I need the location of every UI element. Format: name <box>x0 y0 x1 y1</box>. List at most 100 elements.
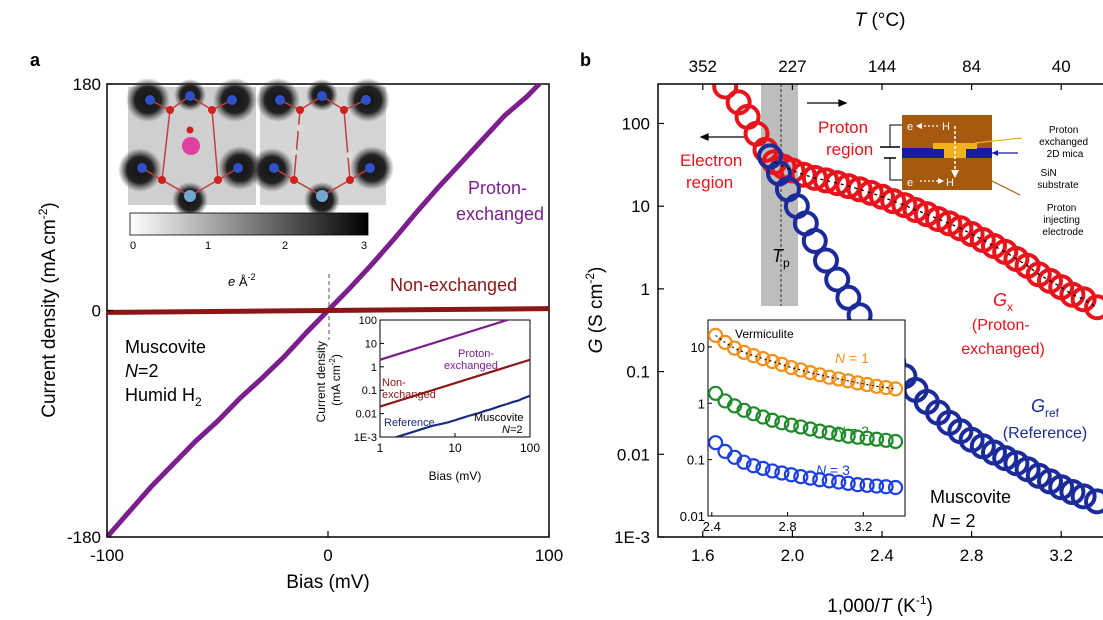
inset-b-point-1-6 <box>764 412 781 428</box>
panel-b-point-1-30 <box>1084 488 1103 515</box>
inset-b-point-2-6 <box>764 463 781 479</box>
inset-b-point-2-4 <box>745 458 762 474</box>
schematic-label-substrate: SiN substrate <box>1037 168 1079 191</box>
inset-b-point-2-7 <box>774 465 790 481</box>
panel-a-inset-line-0 <box>380 320 512 361</box>
panel-b-ytick-4: 10 <box>631 197 650 216</box>
panel-b-point-0-18 <box>902 196 929 223</box>
inset-b-xtick-1: 2.8 <box>779 519 797 534</box>
panel-a-ytick-0: -180 <box>67 528 101 547</box>
panel-b-xtick-0: 1.6 <box>691 546 715 565</box>
panel-b-point-0-34 <box>1084 294 1103 321</box>
panel-a-ytick-2: 180 <box>73 75 101 94</box>
panel-b-point-1-7 <box>824 266 851 293</box>
panel-b-xtick-3: 2.8 <box>960 546 984 565</box>
panel-a-series-line-1 <box>107 306 549 315</box>
inset-a-sample: Muscovite N=2 <box>474 412 527 436</box>
inset-b-point-2-8 <box>783 467 799 483</box>
panel-b-point-0-33 <box>1070 286 1097 313</box>
inset-b-point-2-17 <box>868 478 885 494</box>
panel-b-point-0-20 <box>925 205 951 232</box>
inset-b-point-0-5 <box>755 350 771 367</box>
panel-b-plot: Tp Proton region Electron region <box>583 10 1103 617</box>
panel-b-letter: b <box>580 50 591 70</box>
panel-b-toptick-3: 84 <box>962 57 981 76</box>
panel-b-sample: Muscovite N = 2 <box>930 487 1016 531</box>
inset-a-xtick-0: 1 <box>377 441 384 455</box>
inset-b-point-0-16 <box>859 376 875 393</box>
device-schematic: e H e H Proton exchanged 2D mica SiN sub… <box>880 115 1091 238</box>
inset-b-point-2-0 <box>708 435 724 451</box>
panel-b-ylabel: G (S cm-2) <box>583 267 607 354</box>
panel-b-xtick-2: 2.4 <box>870 546 894 565</box>
panel-a-inset-line-1 <box>380 358 530 408</box>
inset-b-point-0-19 <box>887 381 904 397</box>
inset-a-ylabel: Current density (mA cm-2) <box>314 338 343 423</box>
inset-b-point-1-14 <box>840 428 856 444</box>
inset-b-ytick-0: 0.01 <box>680 509 705 524</box>
panel-a-xtick-2: 100 <box>535 546 563 565</box>
inset-b-point-0-13 <box>831 371 847 387</box>
panel-a-letter: a <box>30 50 41 70</box>
schematic-h-bot: H <box>946 177 954 189</box>
colorbar-tick-2: 2 <box>282 240 288 252</box>
inset-b-point-1-13 <box>831 426 847 443</box>
panel-b-toptick-4: 40 <box>1052 57 1071 76</box>
inset-a-xtick-2: 100 <box>520 441 540 455</box>
panel-b-inset: 2.4 2.8 3.2 0.01 0.1 1 10 Vermiculite N = 1 N … <box>680 319 906 534</box>
panel-b-ytick-1: 0.01 <box>617 445 650 464</box>
schematic-label-mica: Proton exchanged 2D mica <box>1039 125 1091 160</box>
inset-b-ytick-1: 0.1 <box>687 453 705 468</box>
inset-b-label-n2: N = 2 <box>835 423 869 439</box>
inset-b-point-0-15 <box>850 375 866 391</box>
series-label-proton-exchanged: Proton- exchanged <box>456 178 544 224</box>
panel-a-inset-series <box>380 320 530 437</box>
inset-b-point-2-13 <box>831 474 847 490</box>
inset-a-label-non: Non- exchanged <box>382 377 436 401</box>
panel-a-xtick-1: 0 <box>323 546 332 565</box>
panel-b-point-1-5 <box>801 227 828 254</box>
panel-b-ytick-2: 0.1 <box>626 363 650 382</box>
colorbar-tick-1: 1 <box>205 240 211 252</box>
panel-a-inset: 1 10 100 1E-3 0.01 0.1 1 10 100 Proton- exchange… <box>314 315 540 483</box>
panel-b-point-0-12 <box>835 173 862 200</box>
inset-b-ytick-2: 1 <box>698 396 705 411</box>
panel-b-inset-series <box>708 327 904 496</box>
panel-a-inset-line-2 <box>392 394 530 437</box>
panel-b-toptick-1: 227 <box>778 57 806 76</box>
inset-b-point-0-7 <box>774 356 790 372</box>
panel-b-xtick-4: 3.2 <box>1049 546 1073 565</box>
panel-b-ytick-5: 100 <box>622 114 650 133</box>
colorbar-tick-0: 0 <box>130 240 136 252</box>
panel-b-toptick-2: 144 <box>868 57 896 76</box>
schematic-label-electrode: Proton injecting electrode <box>1042 203 1084 238</box>
inset-b-ytick-3: 10 <box>691 340 705 355</box>
schematic-h-top: H <box>942 121 950 133</box>
panel-a-ytick-1: 0 <box>92 302 101 321</box>
colorbar: 0 1 2 3 e Å-2 <box>129 212 369 289</box>
inset-b-point-0-4 <box>745 348 762 364</box>
inset-b-point-1-3 <box>736 402 752 418</box>
inset-b-label-n1: N = 1 <box>835 350 869 366</box>
inset-b-point-0-18 <box>878 379 894 396</box>
inset-b-point-1-2 <box>726 398 743 414</box>
inset-b-point-1-4 <box>745 406 762 422</box>
inset-b-point-0-11 <box>812 367 828 383</box>
colorbar-unit: e Å-2 <box>228 272 256 289</box>
sample-annotation: Muscovite N=2 Humid H2 <box>125 337 211 409</box>
panel-b-point-0-13 <box>846 176 873 203</box>
panel-a-ylabel: Current density (mA cm-2) <box>36 202 60 418</box>
panel-b-xlabel: 1,000/T (K-1) <box>827 593 933 617</box>
inset-b-xtick-0: 2.4 <box>703 519 721 534</box>
inset-a-label-proton: Proton- exchanged <box>444 348 498 372</box>
inset-b-title: Vermiculite <box>735 327 794 341</box>
inset-a-xtick-1: 10 <box>448 441 462 455</box>
panel-a-xlabel: Bias (mV) <box>286 572 369 593</box>
inset-b-point-0-12 <box>821 369 837 385</box>
inset-b-point-2-12 <box>821 473 837 489</box>
inset-b-point-2-19 <box>887 479 904 496</box>
inset-b-point-0-14 <box>840 373 856 389</box>
panel-a-series <box>107 84 549 537</box>
inset-b-point-1-19 <box>887 433 904 450</box>
inset-b-point-1-16 <box>859 430 875 446</box>
